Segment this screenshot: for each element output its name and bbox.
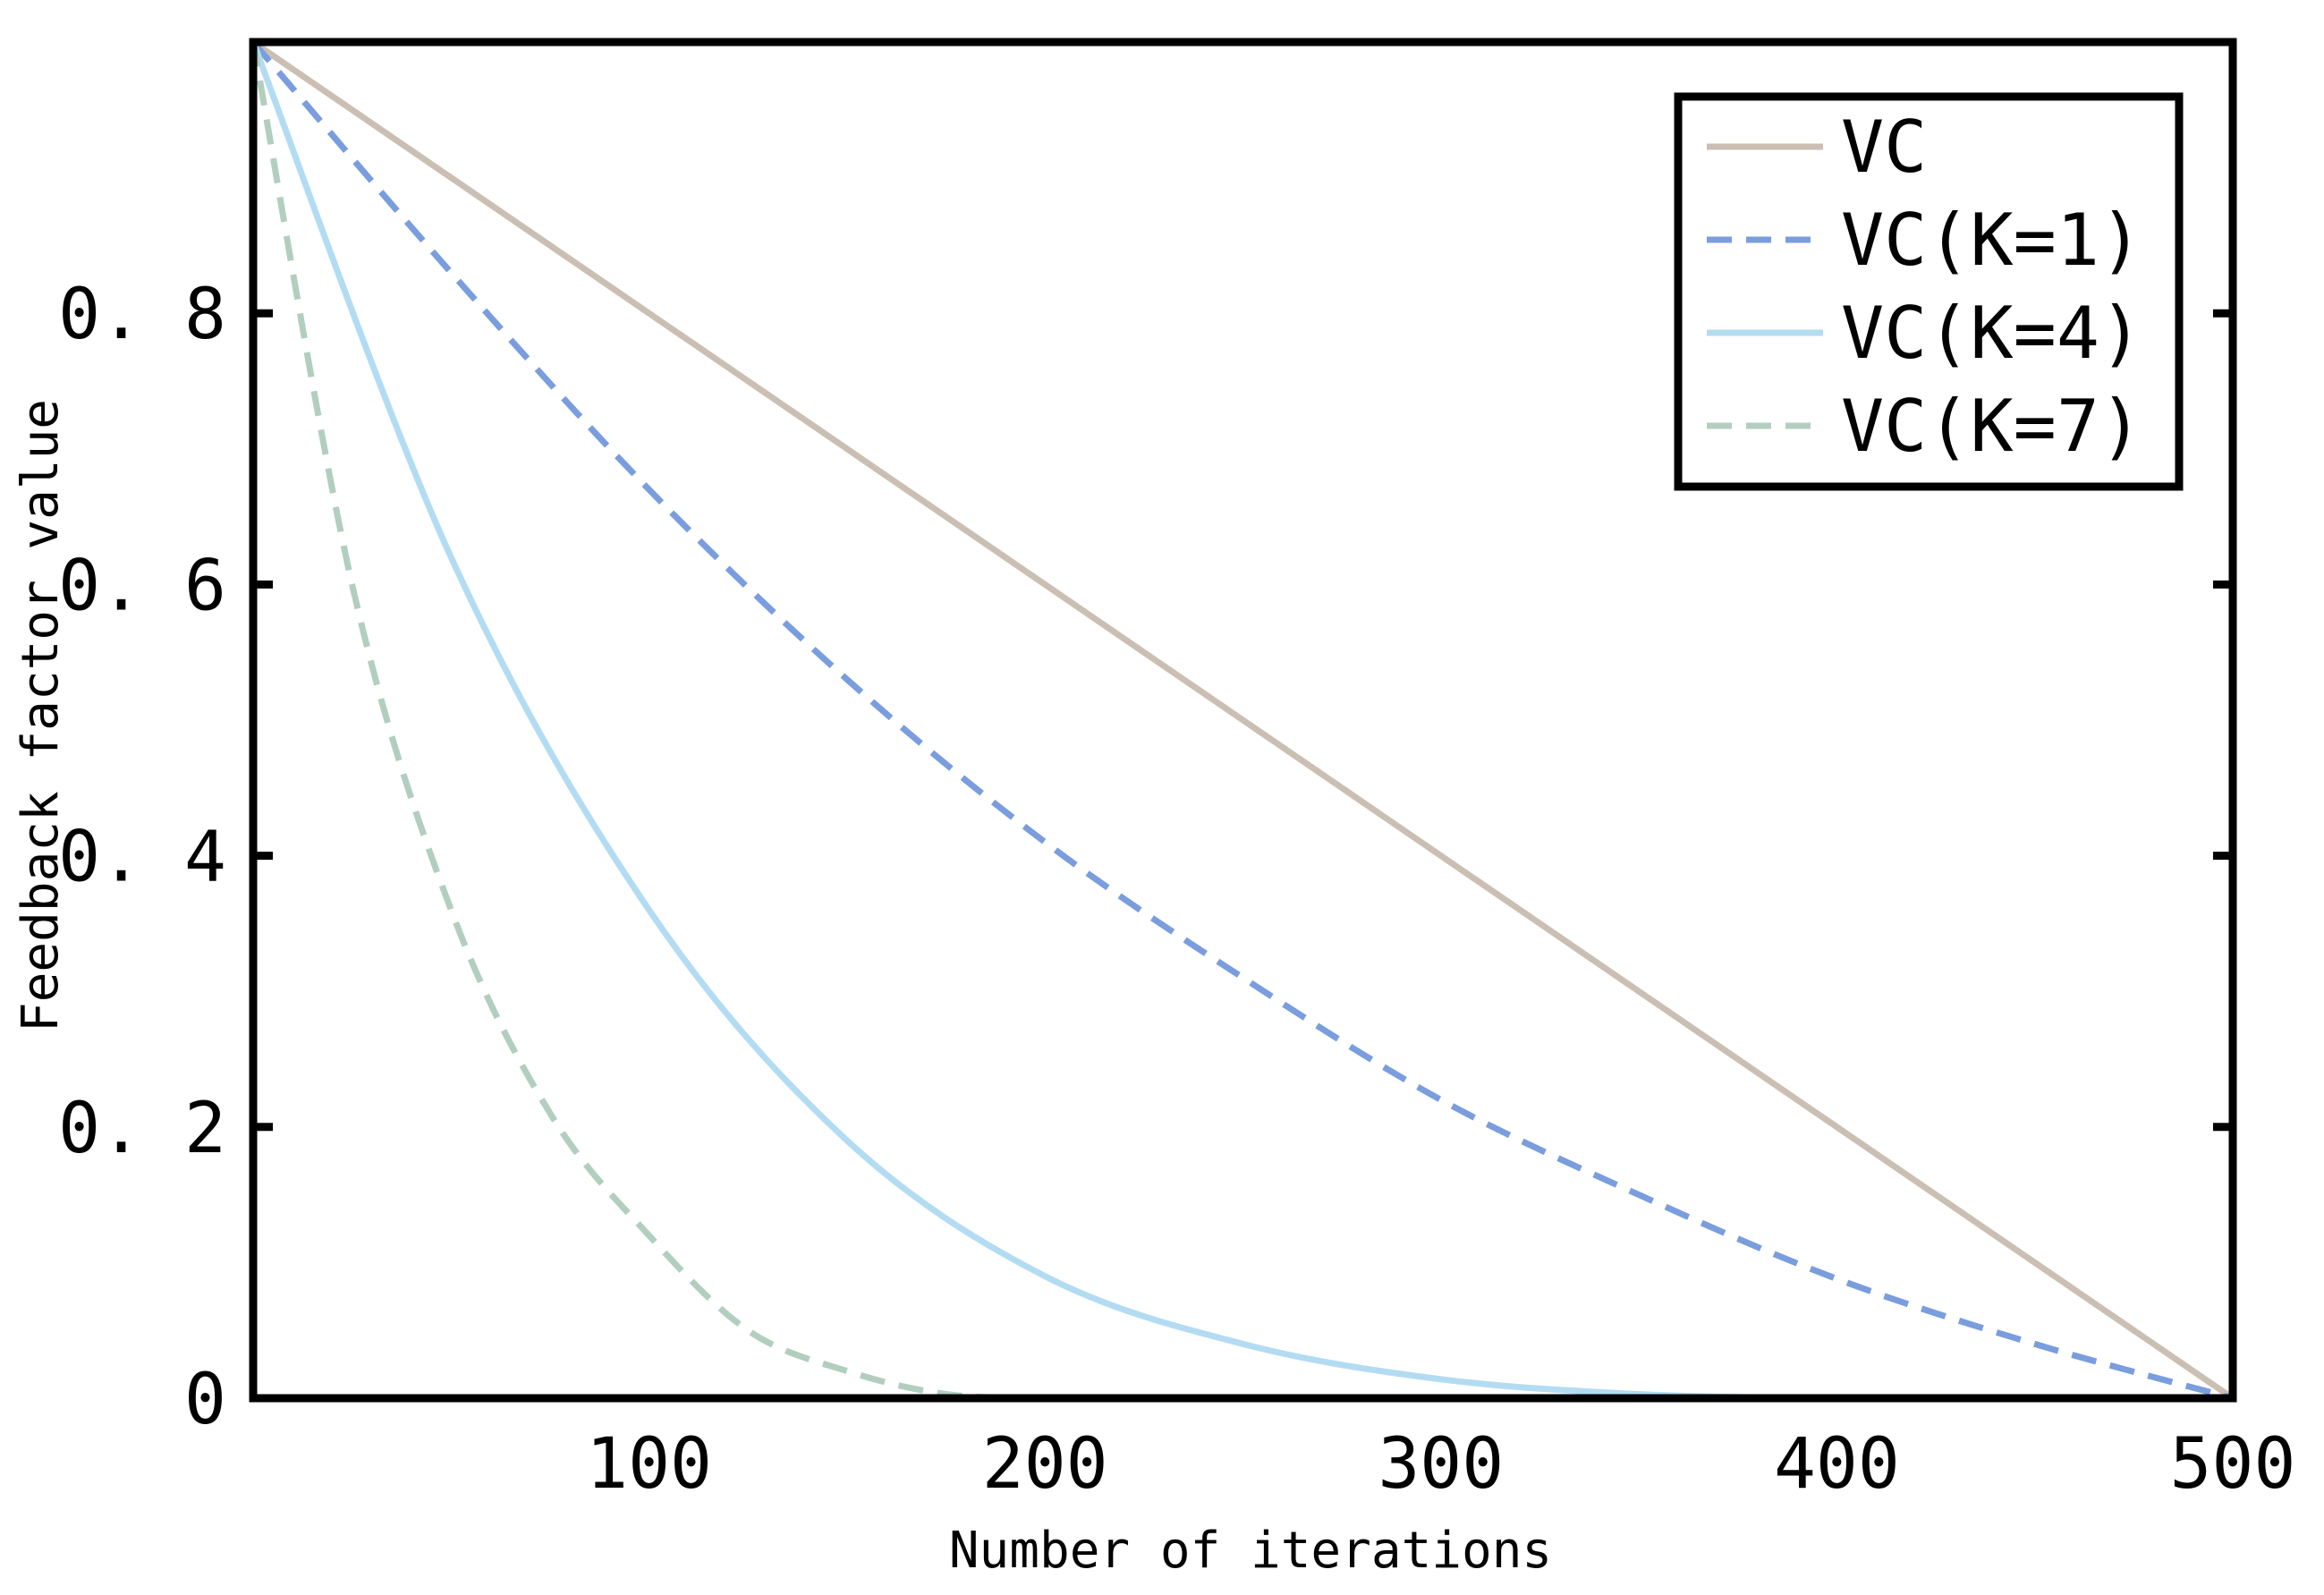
plot-frame — [249, 38, 2237, 1403]
y-tick-label: 0 — [184, 1360, 226, 1440]
x-tick-label: 500 — [2170, 1424, 2296, 1505]
x-tick-label: 200 — [982, 1424, 1108, 1505]
y-axis-title: Feedback factor value — [12, 399, 70, 1032]
series-line-vc — [251, 39, 2235, 1401]
legend: VC VC(K=1) VC(K=4) VC(K=7) — [1674, 92, 2184, 491]
series-line-vc-k-1 — [250, 39, 2234, 1402]
y-tick-label: 0. 4 — [58, 818, 226, 898]
legend-label-vc-k4: VC(K=4) — [1841, 292, 2142, 375]
x-tick-label: 300 — [1378, 1424, 1504, 1505]
x-tick-label: 100 — [586, 1424, 712, 1505]
legend-label-vc-k1: VC(K=1) — [1841, 199, 2142, 282]
legend-label-vc-k7: VC(K=7) — [1841, 385, 2142, 468]
legend-label-vc: VC — [1841, 106, 1927, 189]
ticks-layer: 0 0. 2 0. 4 0. 6 0. 8 100 200 300 400 500 — [58, 275, 2295, 1505]
y-tick-label: 0. 6 — [58, 546, 226, 626]
y-tick-label: 0. 8 — [58, 275, 226, 355]
x-axis-title: Number of iterations — [949, 1522, 1552, 1580]
y-tick-label: 0. 2 — [58, 1089, 226, 1169]
x-tick-label: 400 — [1774, 1424, 1900, 1505]
legend-box — [1674, 92, 2184, 491]
